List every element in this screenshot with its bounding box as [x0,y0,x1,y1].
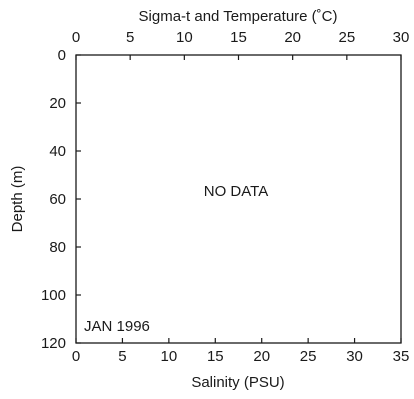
left-tick-label: 60 [49,191,66,208]
bottom-tick-label: 25 [300,348,317,365]
left-tick-label: 20 [49,95,66,112]
left-axis-title: Depth (m) [9,166,26,233]
plot-frame [75,54,402,344]
top-tick-label: 5 [126,29,134,46]
left-tick-label: 120 [41,335,66,352]
bottom-tick-label: 30 [346,348,363,365]
left-axis: 0 20 40 60 80 100 120 [41,47,81,352]
bottom-tick-label: 10 [161,348,178,365]
top-tick-label: 0 [72,29,80,46]
bottom-axis-title: Salinity (PSU) [191,374,284,391]
left-tick-label: 80 [49,239,66,256]
no-data-label: NO DATA [204,183,268,200]
bottom-tick-label: 15 [207,348,224,365]
bottom-tick-label: 35 [393,348,410,365]
top-tick-label: 20 [284,29,301,46]
left-tick-label: 40 [49,143,66,160]
bottom-tick-label: 5 [118,348,126,365]
left-tick-label: 0 [58,47,66,64]
bottom-tick-label: 0 [72,348,80,365]
left-tick-label: 100 [41,287,66,304]
top-axis-title: Sigma-t and Temperature (˚C) [139,8,338,25]
top-tick-label: 15 [230,29,247,46]
top-tick-label: 10 [176,29,193,46]
top-tick-label: 30 [393,29,410,46]
date-label: JAN 1996 [84,318,150,335]
top-tick-label: 25 [338,29,355,46]
top-axis: 0 5 10 15 20 25 30 [72,29,410,60]
bottom-tick-label: 20 [253,348,270,365]
bottom-axis: 0 5 10 15 20 25 30 35 [72,338,410,365]
